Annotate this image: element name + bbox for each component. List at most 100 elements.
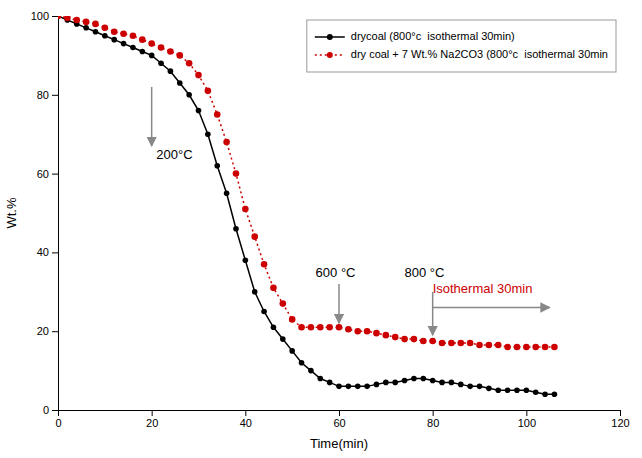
y-axis-line [52, 17, 59, 411]
x-tick: 80 [427, 410, 439, 429]
series-point [364, 384, 370, 390]
series-point [158, 60, 164, 66]
series-point [139, 36, 146, 43]
y-axis: 0 20 40 60 80 100 [31, 10, 59, 416]
series-point [505, 388, 511, 394]
series-point [251, 233, 258, 240]
series-point [439, 380, 445, 386]
series-point [92, 21, 99, 28]
series-point [383, 380, 389, 386]
series-point [176, 52, 183, 59]
y-tick: 0 [43, 404, 58, 416]
series-point [261, 309, 267, 315]
series-point [374, 382, 380, 388]
x-tick-mark [433, 410, 434, 416]
x-tick-label: 60 [333, 417, 345, 429]
series-point [430, 378, 436, 384]
x-axis-line [59, 411, 621, 417]
series-point [336, 324, 343, 331]
plot-area [58, 16, 558, 397]
y-tick: 40 [37, 246, 58, 258]
legend-box [307, 20, 616, 72]
annotation-text: 200°C [156, 147, 192, 162]
x-tick-mark [152, 410, 153, 416]
x-tick: 60 [333, 410, 345, 429]
series-point [289, 316, 296, 323]
x-tick-mark [339, 410, 340, 416]
x-tick-label: 120 [611, 417, 629, 429]
series-point [467, 340, 474, 347]
series-point [186, 60, 193, 67]
series-point [345, 326, 352, 333]
series-point [317, 376, 323, 382]
series-point [448, 340, 455, 347]
legend: drycoal (800°c isothermal 30min)dry coal… [307, 20, 616, 72]
series-point [205, 88, 212, 95]
annotation-arrow [338, 284, 340, 323]
series-point [111, 28, 118, 35]
y-tick-label: 80 [37, 89, 49, 101]
series-point [242, 206, 249, 213]
series-point [270, 285, 277, 292]
y-tick: 100 [31, 10, 58, 22]
series-point [364, 328, 371, 335]
x-tick-label: 100 [518, 417, 536, 429]
annotations: 200°C600 °C800 °CIsothermal 30min [152, 87, 550, 335]
x-tick-mark [526, 410, 527, 416]
series-point [411, 336, 418, 343]
x-tick: 0 [55, 410, 61, 429]
series-point [167, 48, 174, 55]
series-point [177, 80, 183, 86]
series-point [326, 324, 333, 331]
y-tick-mark [52, 174, 58, 175]
series-point [532, 344, 539, 351]
series-point [93, 29, 99, 35]
series-point [411, 376, 417, 382]
series-point [130, 32, 137, 39]
series-point [477, 384, 483, 390]
x-axis: 020406080100120 [55, 410, 629, 429]
series-point [205, 131, 211, 137]
series-point [439, 340, 446, 347]
series-point [111, 37, 117, 43]
y-tick-mark [52, 16, 58, 17]
series-point [261, 261, 268, 268]
series-point [449, 380, 455, 386]
series-point [148, 40, 155, 47]
series-point [271, 324, 277, 330]
y-tick: 20 [37, 325, 58, 337]
annotation-text: 600 °C [316, 265, 356, 280]
series-point [486, 386, 492, 392]
series-point [383, 332, 390, 339]
series-point [533, 389, 539, 395]
y-tick-label: 60 [37, 168, 49, 180]
series-point [458, 382, 464, 388]
series-point [214, 111, 221, 118]
series-point [524, 388, 530, 394]
series-point [476, 342, 483, 349]
y-tick: 80 [37, 89, 58, 101]
series-point [120, 30, 127, 37]
series-point [140, 49, 146, 55]
series-point [223, 139, 230, 146]
y-tick-label: 100 [31, 10, 49, 22]
series-point [336, 384, 342, 390]
series-point [73, 17, 80, 24]
x-tick-mark [620, 410, 621, 416]
series-point [457, 340, 464, 347]
x-tick: 120 [611, 410, 629, 429]
x-tick-label: 20 [146, 417, 158, 429]
y-tick-mark [52, 252, 58, 253]
y-tick-label: 0 [43, 404, 49, 416]
y-tick-label: 20 [37, 325, 49, 337]
series-point [486, 342, 493, 349]
y-tick-mark [52, 410, 58, 411]
series-point [373, 330, 380, 337]
series-point [149, 53, 155, 59]
series-point [420, 338, 427, 345]
series-point [542, 391, 548, 397]
series-point [102, 33, 108, 39]
x-tick: 20 [146, 410, 158, 429]
annotation-text: 800 °C [405, 265, 445, 280]
y-tick-mark [52, 331, 58, 332]
